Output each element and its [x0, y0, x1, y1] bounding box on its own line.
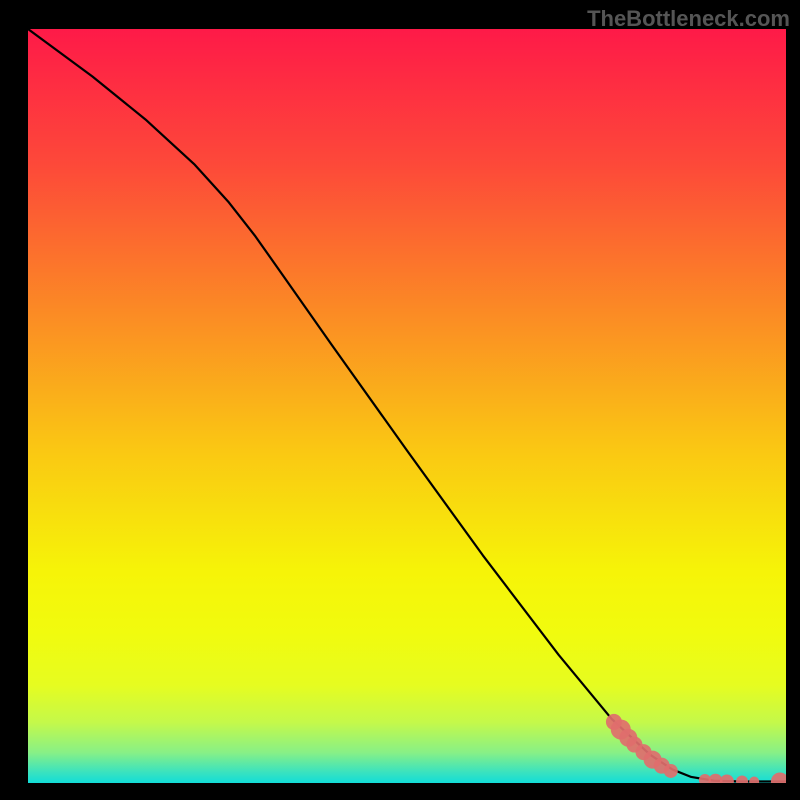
watermark-text: TheBottleneck.com — [587, 6, 790, 32]
curve-overlay — [28, 29, 786, 783]
data-marker — [749, 776, 759, 783]
data-markers — [606, 714, 786, 783]
plot-area — [28, 29, 786, 783]
data-marker — [664, 764, 678, 778]
data-marker — [771, 772, 786, 783]
bottleneck-curve — [28, 29, 786, 781]
data-marker — [720, 774, 734, 783]
data-marker — [736, 775, 748, 783]
